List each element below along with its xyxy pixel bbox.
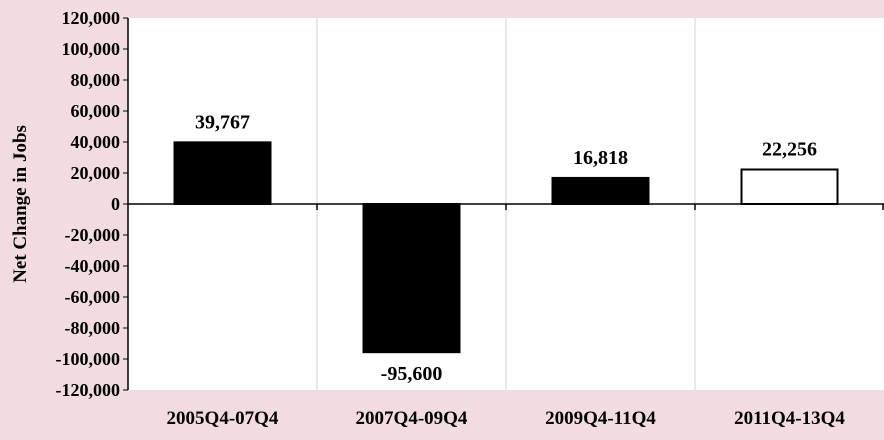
y-tick-label: 120,000 xyxy=(62,8,121,28)
y-tick-label: 40,000 xyxy=(71,132,121,152)
y-tick-label: 0 xyxy=(111,194,120,214)
data-label: 39,767 xyxy=(195,111,250,133)
y-tick-label: 60,000 xyxy=(71,101,121,121)
y-tick-label: -20,000 xyxy=(65,225,121,245)
x-tick-label: 2005Q4-07Q4 xyxy=(167,408,279,429)
bars xyxy=(173,141,839,354)
y-tick-label: -120,000 xyxy=(56,380,121,400)
y-tick-label: -100,000 xyxy=(56,349,121,369)
data-label: 22,256 xyxy=(762,139,817,161)
data-label: -95,600 xyxy=(381,363,443,385)
x-tick-label: 2009Q4-11Q4 xyxy=(545,408,656,429)
data-label: 16,818 xyxy=(573,147,628,169)
x-tick-label: 2011Q4-13Q4 xyxy=(734,408,845,429)
y-tick-label: -80,000 xyxy=(65,318,121,338)
bar-2007Q4-09Q4 xyxy=(362,203,461,354)
y-tick-label: -60,000 xyxy=(65,287,121,307)
y-axis-label: Net Change in Jobs xyxy=(10,125,31,283)
y-tick-labels: 120,000 100,000 80,000 60,000 40,000 20,000 0 -… xyxy=(56,8,121,400)
y-tick-label: -40,000 xyxy=(65,256,121,276)
bar-2011Q4-13Q4 xyxy=(740,168,839,206)
y-tick-label: 80,000 xyxy=(71,70,121,90)
y-tick-label: 100,000 xyxy=(62,39,121,59)
y-tick-label: 20,000 xyxy=(71,163,121,183)
bar-2009Q4-11Q4 xyxy=(551,176,650,205)
axes xyxy=(123,17,884,391)
data-labels: 39,767 -95,600 16,818 22,256 xyxy=(195,111,817,385)
x-tick-labels: 2005Q4-07Q4 2007Q4-09Q4 2009Q4-11Q4 2011Q4-… xyxy=(167,408,846,429)
bar-2005Q4-07Q4 xyxy=(173,141,272,205)
x-tick-label: 2007Q4-09Q4 xyxy=(356,408,468,429)
